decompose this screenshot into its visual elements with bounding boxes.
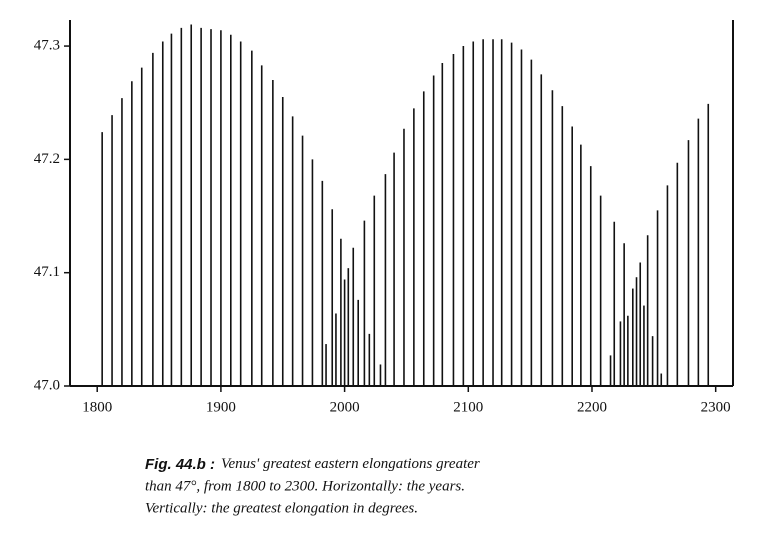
x-tick-label: 2300 [701,399,731,415]
caption-line: Venus' greatest eastern elongations grea… [221,456,480,472]
y-tick-label: 47.2 [34,151,60,167]
caption-label: Fig. 44.b : [145,456,215,473]
y-tick-label: 47.0 [34,377,60,393]
x-tick-label: 1900 [206,399,236,415]
x-tick-label: 1800 [82,399,112,415]
x-tick-label: 2100 [453,399,483,415]
caption-line: than 47°, from 1800 to 2300. Horizontall… [145,478,465,494]
caption-line: Vertically: the greatest elongation in d… [145,500,418,516]
y-tick-label: 47.3 [34,37,60,53]
x-tick-label: 2200 [577,399,607,415]
y-tick-label: 47.1 [34,264,60,280]
caption: Fig. 44.b : Venus' greatest eastern elong… [145,456,480,473]
x-tick-label: 2000 [330,399,360,415]
